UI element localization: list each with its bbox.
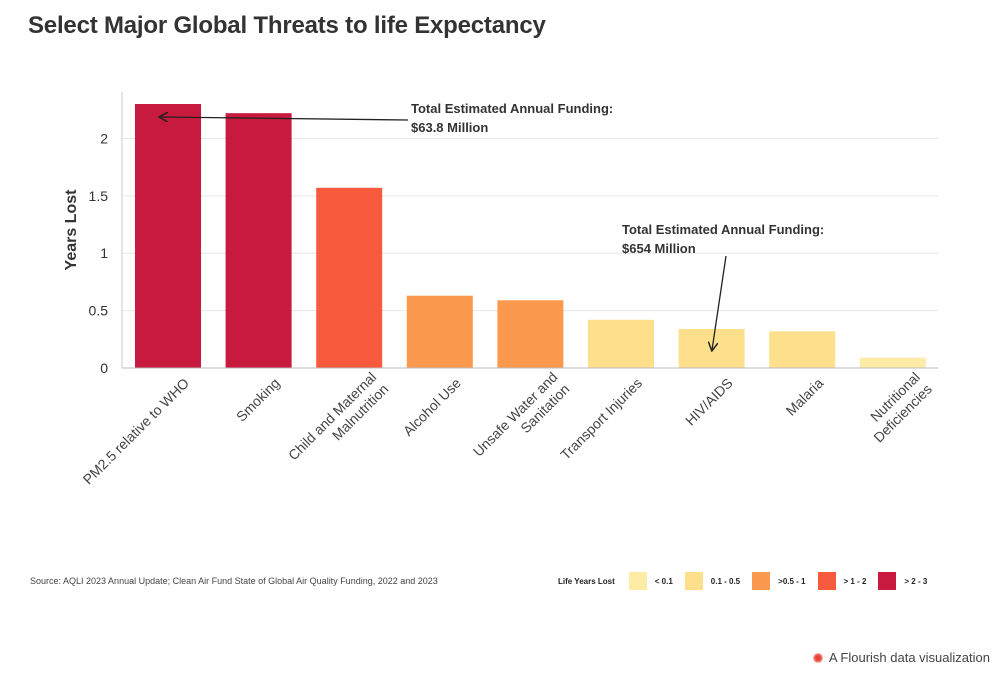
bar [406, 295, 473, 368]
legend-label: < 0.1 [654, 576, 673, 586]
annotation-text-line: Total Estimated Annual Funding: [411, 101, 613, 116]
x-tick-label: NutritionalDeficiencies [858, 369, 935, 446]
annotation-text-line: $654 Million [622, 241, 696, 256]
color-legend: Life Years Lost < 0.1 0.1 - 0.5 >0.5 - 1… [558, 572, 939, 590]
legend-entry-2-3: > 2 - 3 [878, 572, 927, 590]
flourish-credit-text: A Flourish data visualization [828, 650, 990, 665]
flourish-logo-icon [812, 652, 823, 663]
annotation-arrow [712, 255, 727, 350]
legend-swatch [752, 572, 771, 590]
annotation-text: Total Estimated Annual Funding: $63.8 Mil… [411, 101, 613, 135]
bar [859, 357, 926, 368]
legend-entry-0-5-1: >0.5 - 1 [752, 572, 806, 590]
legend-label: >0.5 - 1 [778, 576, 806, 586]
bar [225, 113, 292, 368]
annotation-arrow [160, 117, 409, 120]
y-tick-label: 0 [100, 360, 108, 376]
legend-label: > 2 - 3 [904, 576, 928, 586]
legend-swatch [878, 572, 897, 590]
x-tick-label: Alcohol Use [400, 375, 464, 439]
bar [497, 300, 564, 368]
bar [769, 331, 836, 368]
annotation-text: Total Estimated Annual Funding: $654 Mill… [622, 222, 824, 256]
legend-swatch [817, 572, 836, 590]
legend-entry-0-1-0-5: 0.1 - 0.5 [684, 572, 741, 590]
legend-label: 0.1 - 0.5 [710, 576, 741, 586]
source-note: Source: AQLI 2023 Annual Update; Clean A… [30, 576, 438, 586]
x-tick-label: Transport Injuries [557, 375, 645, 463]
legend-swatch [684, 572, 703, 590]
x-tick-label-line: Malaria [783, 375, 827, 419]
x-tick-label-line: Transport Injuries [557, 375, 645, 463]
x-tick-label: HIV/AIDS [682, 375, 736, 429]
bar-chart: 0 0.5 1 1.5 2 Years Lost PM2.5 relative to WHO… [63, 92, 938, 488]
x-tick-label: PM2.5 relative to WHO [80, 375, 193, 488]
y-axis-label: Years Lost [63, 189, 80, 271]
x-tick-label: Smoking [233, 375, 283, 425]
flourish-credit[interactable]: A Flourish data visualization [812, 650, 990, 665]
chart-title: Select Major Global Threats to life Expe… [28, 12, 546, 39]
y-tick-label: 2 [100, 130, 108, 146]
x-tick-label-line: Alcohol Use [400, 375, 464, 439]
legend-entry-lt-0-1: < 0.1 [628, 572, 673, 590]
y-tick-label: 1 [100, 245, 108, 261]
legend-entry-1-2: > 1 - 2 [817, 572, 867, 590]
x-tick-label-line: HIV/AIDS [682, 375, 736, 429]
y-tick-label: 0.5 [89, 303, 109, 319]
x-tick-label: Malaria [783, 375, 827, 419]
legend-label: > 1 - 2 [843, 576, 867, 586]
annotation-text-line: $63.8 Million [411, 120, 488, 135]
y-tick-label: 1.5 [89, 188, 109, 204]
bar [135, 104, 201, 368]
bar [588, 319, 654, 368]
annotation-text-line: Total Estimated Annual Funding: [622, 222, 824, 237]
x-tick-label: Child and MaternalMalnutrition [285, 369, 391, 475]
x-tick-label-line: PM2.5 relative to WHO [80, 375, 193, 488]
legend-swatch [628, 572, 647, 590]
bar [316, 187, 383, 368]
x-tick-label-line: Smoking [233, 375, 283, 425]
legend-title: Life Years Lost [558, 576, 615, 586]
x-tick-label: Unsafe Water andSanitation [470, 369, 573, 472]
